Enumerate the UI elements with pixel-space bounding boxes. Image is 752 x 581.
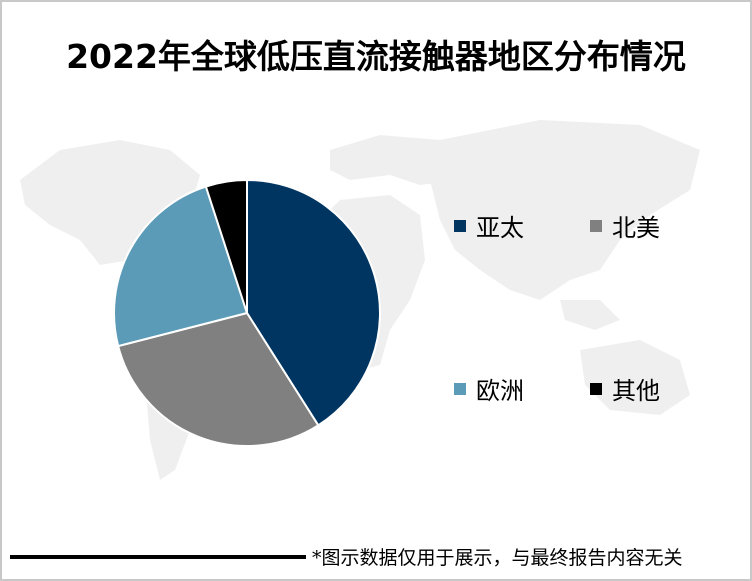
legend-swatch-icon <box>590 382 602 395</box>
legend-swatch-icon <box>454 382 466 395</box>
legend-label: 欧洲 <box>476 377 524 405</box>
legend-label: 亚太 <box>476 214 524 242</box>
legend-item-asia-pacific: 亚太 <box>454 208 524 243</box>
pie-slice-1 <box>116 311 320 447</box>
legend-swatch-icon <box>454 219 466 232</box>
legend-item-north-america: 北美 <box>590 208 660 243</box>
pie-slice-3 <box>204 178 248 314</box>
footer-note: *图示数据仅用于展示，与最终报告内容无关 <box>312 547 683 569</box>
legend-label: 其他 <box>612 377 660 405</box>
chart-title: 2022年全球低压直流接触器地区分布情况 <box>66 37 686 76</box>
pie-slice-2 <box>113 185 249 348</box>
legend-swatch-icon <box>590 219 602 232</box>
footer-divider <box>10 555 306 559</box>
legend-label: 北美 <box>612 214 660 242</box>
legend-item-europe: 欧洲 <box>454 371 524 406</box>
legend-item-other: 其他 <box>590 371 660 406</box>
